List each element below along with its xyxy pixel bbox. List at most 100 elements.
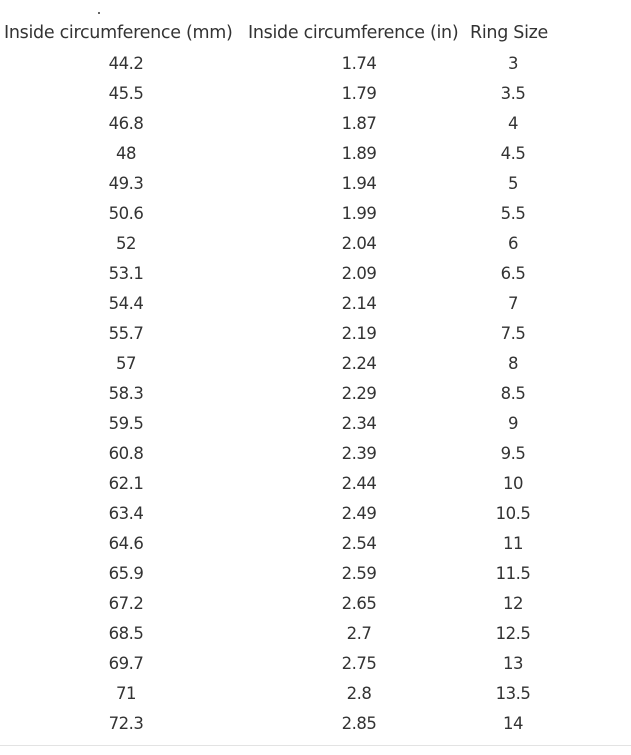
cell-mm: 50.6 bbox=[108, 203, 144, 223]
table-row: 67.2 2.65 12 bbox=[4, 588, 556, 618]
table-row: 69.7 2.75 13 bbox=[4, 648, 556, 678]
table-row: 64.6 2.54 11 bbox=[4, 528, 556, 558]
cell-mm: 49.3 bbox=[108, 173, 144, 193]
cell-mm: 52 bbox=[116, 233, 137, 253]
table-row: 44.2 1.74 3 bbox=[4, 48, 556, 78]
cell-mm: 67.2 bbox=[108, 593, 144, 613]
cell-ring-size: 13 bbox=[503, 653, 524, 673]
cell-ring-size: 4.5 bbox=[500, 143, 526, 163]
table-row: 48 1.89 4.5 bbox=[4, 138, 556, 168]
cell-in: 2.24 bbox=[341, 353, 377, 373]
cell-mm: 64.6 bbox=[108, 533, 144, 553]
table-row: 59.5 2.34 9 bbox=[4, 408, 556, 438]
cell-mm: 46.8 bbox=[108, 113, 144, 133]
table-row: 46.8 1.87 4 bbox=[4, 108, 556, 138]
cell-in: 2.59 bbox=[341, 563, 377, 583]
table-row: 71 2.8 13.5 bbox=[4, 678, 556, 708]
cell-in: 2.54 bbox=[341, 533, 377, 553]
header-ring-size: Ring Size bbox=[470, 23, 549, 43]
cell-in: 2.8 bbox=[346, 683, 372, 703]
table-row: 57 2.24 8 bbox=[4, 348, 556, 378]
table-row: 55.7 2.19 7.5 bbox=[4, 318, 556, 348]
cell-mm: 65.9 bbox=[108, 563, 144, 583]
cell-mm: 48 bbox=[116, 143, 137, 163]
table-row: 60.8 2.39 9.5 bbox=[4, 438, 556, 468]
cell-in: 2.75 bbox=[341, 653, 377, 673]
cell-in: 1.87 bbox=[341, 113, 377, 133]
table-row: 50.6 1.99 5.5 bbox=[4, 198, 556, 228]
cell-in: 2.39 bbox=[341, 443, 377, 463]
cell-in: 2.09 bbox=[341, 263, 377, 283]
cell-ring-size: 3 bbox=[508, 53, 519, 73]
cell-in: 1.99 bbox=[341, 203, 377, 223]
table-row: 49.3 1.94 5 bbox=[4, 168, 556, 198]
cell-ring-size: 9.5 bbox=[500, 443, 526, 463]
cell-mm: 59.5 bbox=[108, 413, 144, 433]
cell-in: 1.94 bbox=[341, 173, 377, 193]
cell-ring-size: 6.5 bbox=[500, 263, 526, 283]
cell-ring-size: 12 bbox=[503, 593, 524, 613]
cell-mm: 58.3 bbox=[108, 383, 144, 403]
table-row: 65.9 2.59 11.5 bbox=[4, 558, 556, 588]
cell-in: 2.29 bbox=[341, 383, 377, 403]
cell-mm: 57 bbox=[116, 353, 137, 373]
ring-size-table: Inside circumference (mm) Inside circumf… bbox=[4, 18, 556, 738]
cell-mm: 69.7 bbox=[108, 653, 144, 673]
cell-ring-size: 11.5 bbox=[495, 563, 531, 583]
cell-in: 2.7 bbox=[346, 623, 372, 643]
table-row: 54.4 2.14 7 bbox=[4, 288, 556, 318]
cell-ring-size: 5 bbox=[508, 173, 519, 193]
cell-ring-size: 7 bbox=[508, 293, 519, 313]
cell-ring-size: 10.5 bbox=[495, 503, 531, 523]
table-row: 58.3 2.29 8.5 bbox=[4, 378, 556, 408]
cell-ring-size: 10 bbox=[503, 473, 524, 493]
cell-ring-size: 7.5 bbox=[500, 323, 526, 343]
cell-ring-size: 11 bbox=[503, 533, 524, 553]
cell-in: 2.04 bbox=[341, 233, 377, 253]
header-row: Inside circumference (mm) Inside circumf… bbox=[4, 18, 556, 48]
cell-in: 2.14 bbox=[341, 293, 377, 313]
cell-in: 1.74 bbox=[341, 53, 377, 73]
cell-ring-size: 9 bbox=[508, 413, 519, 433]
cell-mm: 63.4 bbox=[108, 503, 144, 523]
cell-in: 1.89 bbox=[341, 143, 377, 163]
table-body: 44.2 1.74 3 45.5 1.79 3.5 46.8 1.87 4 48 1.89 4.5 49… bbox=[4, 48, 556, 738]
cell-mm: 55.7 bbox=[108, 323, 144, 343]
cell-in: 2.19 bbox=[341, 323, 377, 343]
cell-ring-size: 5.5 bbox=[500, 203, 526, 223]
cell-mm: 44.2 bbox=[108, 53, 144, 73]
cell-mm: 54.4 bbox=[108, 293, 144, 313]
cell-ring-size: 6 bbox=[508, 233, 519, 253]
table-row: 63.4 2.49 10.5 bbox=[4, 498, 556, 528]
cell-ring-size: 8.5 bbox=[500, 383, 526, 403]
table-row: 68.5 2.7 12.5 bbox=[4, 618, 556, 648]
cell-in: 2.44 bbox=[341, 473, 377, 493]
cell-ring-size: 12.5 bbox=[495, 623, 531, 643]
cell-mm: 45.5 bbox=[108, 83, 144, 103]
cell-ring-size: 13.5 bbox=[495, 683, 531, 703]
cell-ring-size: 3.5 bbox=[500, 83, 526, 103]
cell-ring-size: 14 bbox=[503, 713, 524, 733]
cell-in: 2.49 bbox=[341, 503, 377, 523]
header-in: Inside circumference (in) bbox=[248, 23, 459, 43]
bottom-divider bbox=[0, 745, 631, 746]
cell-mm: 68.5 bbox=[108, 623, 144, 643]
cell-ring-size: 4 bbox=[508, 113, 519, 133]
cell-mm: 71 bbox=[116, 683, 137, 703]
cell-ring-size: 8 bbox=[508, 353, 519, 373]
cell-in: 1.79 bbox=[341, 83, 377, 103]
header-mm: Inside circumference (mm) bbox=[4, 23, 233, 43]
table-row: 45.5 1.79 3.5 bbox=[4, 78, 556, 108]
cell-mm: 72.3 bbox=[108, 713, 144, 733]
cell-mm: 53.1 bbox=[108, 263, 144, 283]
table-row: 62.1 2.44 10 bbox=[4, 468, 556, 498]
cell-mm: 62.1 bbox=[108, 473, 144, 493]
cell-in: 2.34 bbox=[341, 413, 377, 433]
cell-in: 2.65 bbox=[341, 593, 377, 613]
cell-in: 2.85 bbox=[341, 713, 377, 733]
table-row: 52 2.04 6 bbox=[4, 228, 556, 258]
table-row: 72.3 2.85 14 bbox=[4, 708, 556, 738]
table-row: 53.1 2.09 6.5 bbox=[4, 258, 556, 288]
cell-mm: 60.8 bbox=[108, 443, 144, 463]
stray-dot bbox=[98, 12, 100, 14]
